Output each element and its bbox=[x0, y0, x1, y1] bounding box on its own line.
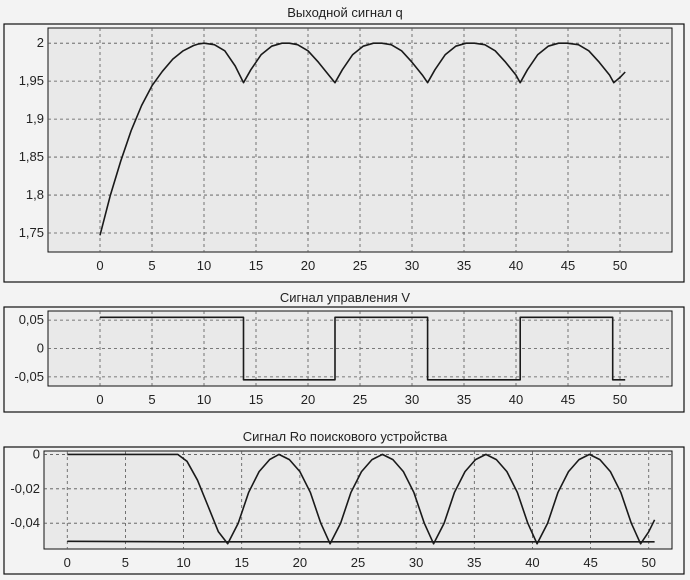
x-tick-label: 35 bbox=[457, 392, 471, 407]
y-tick-label: -0,05 bbox=[14, 369, 44, 384]
x-tick-label: 5 bbox=[148, 258, 155, 273]
y-tick-label: 1,75 bbox=[19, 225, 44, 240]
chart-title-3: Сигнал Ro поискового устройства bbox=[243, 429, 448, 444]
x-tick-label: 30 bbox=[405, 258, 419, 273]
x-tick-label: 25 bbox=[351, 555, 365, 570]
x-tick-label: 10 bbox=[176, 555, 190, 570]
x-tick-label: 5 bbox=[148, 392, 155, 407]
x-tick-label: 25 bbox=[353, 258, 367, 273]
series-line-3-2 bbox=[67, 540, 655, 543]
y-tick-label: 2 bbox=[37, 35, 44, 50]
plot-area-1 bbox=[47, 27, 673, 253]
x-tick-label: 25 bbox=[353, 392, 367, 407]
series-line-2-1 bbox=[100, 316, 626, 381]
x-tick-label: 30 bbox=[405, 392, 419, 407]
x-tick-label: 0 bbox=[64, 555, 71, 570]
x-tick-label: 10 bbox=[197, 392, 211, 407]
y-tick-label: 0 bbox=[33, 446, 40, 461]
x-tick-label: 15 bbox=[234, 555, 248, 570]
y-tick-label: 1,85 bbox=[19, 149, 44, 164]
y-tick-label: -0,02 bbox=[10, 481, 40, 496]
x-tick-label: 35 bbox=[457, 258, 471, 273]
y-tick-label: 1,9 bbox=[26, 111, 44, 126]
x-tick-label: 40 bbox=[509, 392, 523, 407]
x-tick-label: 45 bbox=[561, 392, 575, 407]
x-tick-label: 30 bbox=[409, 555, 423, 570]
y-tick-label: 1,8 bbox=[26, 187, 44, 202]
x-tick-label: 50 bbox=[642, 555, 656, 570]
series-line-3-1 bbox=[67, 453, 656, 545]
x-tick-label: 20 bbox=[301, 392, 315, 407]
x-tick-label: 15 bbox=[249, 392, 263, 407]
y-tick-label: -0,04 bbox=[10, 515, 40, 530]
chart-title-1: Выходной сигнал q bbox=[287, 5, 403, 20]
chart-title-2: Сигнал управления V bbox=[280, 290, 411, 305]
x-tick-label: 20 bbox=[301, 258, 315, 273]
x-tick-label: 20 bbox=[293, 555, 307, 570]
y-tick-label: 0,05 bbox=[19, 312, 44, 327]
x-tick-label: 50 bbox=[613, 258, 627, 273]
x-tick-label: 35 bbox=[467, 555, 481, 570]
y-tick-label: 0 bbox=[37, 341, 44, 356]
x-tick-label: 10 bbox=[197, 258, 211, 273]
x-tick-label: 45 bbox=[561, 258, 575, 273]
x-tick-label: 0 bbox=[96, 258, 103, 273]
x-tick-label: 0 bbox=[96, 392, 103, 407]
series-line-1-1 bbox=[99, 42, 626, 236]
x-tick-label: 15 bbox=[249, 258, 263, 273]
x-tick-label: 40 bbox=[525, 555, 539, 570]
x-tick-label: 40 bbox=[509, 258, 523, 273]
x-tick-label: 5 bbox=[122, 555, 129, 570]
y-tick-label: 1,95 bbox=[19, 73, 44, 88]
x-tick-label: 45 bbox=[583, 555, 597, 570]
x-tick-label: 50 bbox=[613, 392, 627, 407]
